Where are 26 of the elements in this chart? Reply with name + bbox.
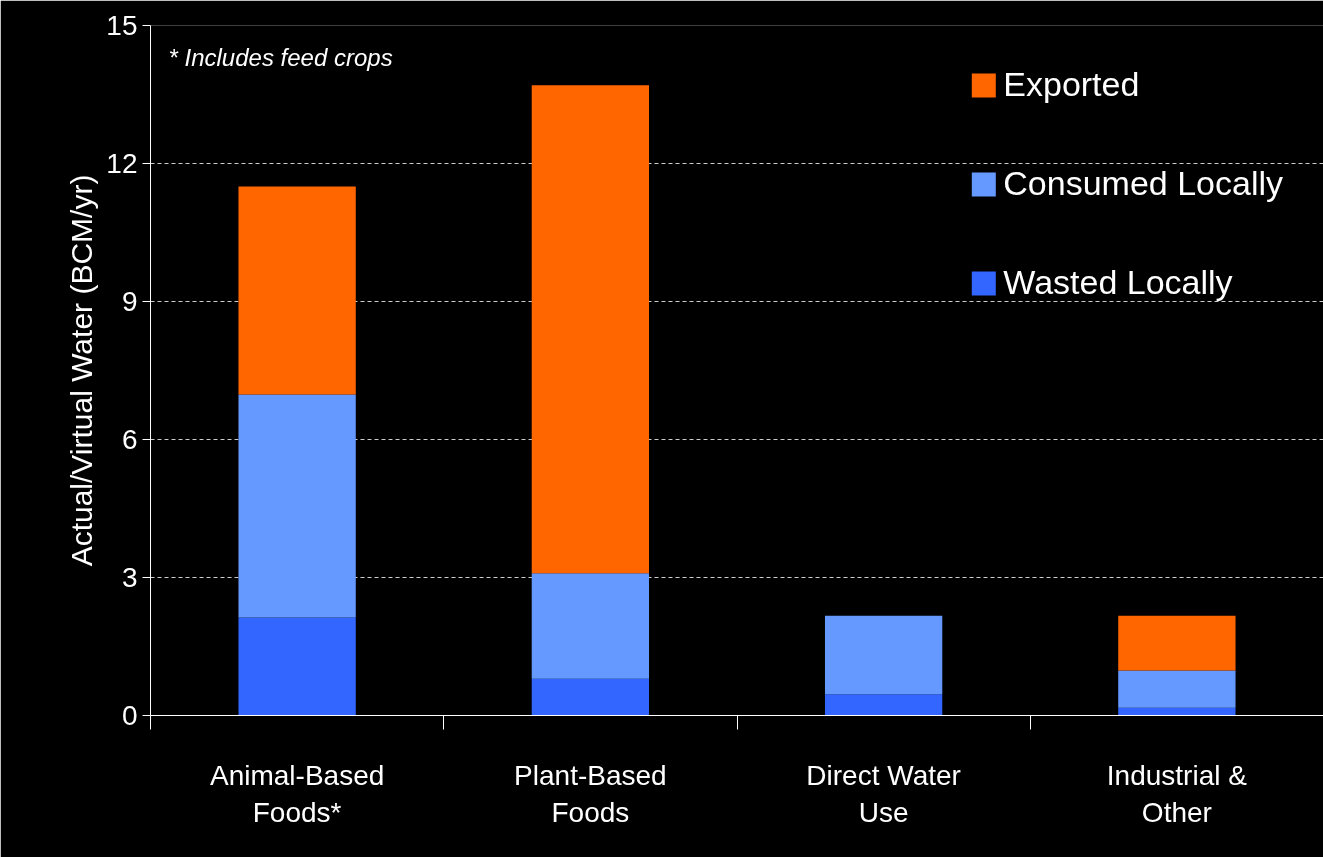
- bar: [1118, 615, 1236, 671]
- bar: [824, 694, 943, 716]
- bar: [1118, 670, 1236, 708]
- y-tick-label: 6: [121, 424, 138, 455]
- bar: [531, 573, 650, 679]
- y-tick-label: 3: [121, 562, 138, 593]
- legend-label: Wasted Locally: [1003, 263, 1233, 302]
- x-tick-label: Industrial & Other: [1106, 759, 1248, 828]
- bar: [238, 186, 356, 395]
- y-tick-label: 0: [121, 700, 138, 731]
- bar: [824, 615, 943, 695]
- bar: [531, 85, 650, 574]
- legend-label: Exported: [1003, 65, 1140, 104]
- bar: [238, 394, 356, 618]
- bar: [238, 617, 356, 716]
- bar: [1118, 707, 1236, 716]
- x-tick-label: Direct Water Use: [806, 759, 961, 828]
- x-tick-label: Plant-Based Foods: [514, 759, 667, 828]
- y-tick-label: 9: [121, 286, 138, 317]
- y-tick-label: 15: [106, 10, 138, 41]
- annotation: * Includes feed crops: [168, 43, 393, 71]
- bar: [531, 678, 650, 716]
- legend-label: Consumed Locally: [1003, 164, 1283, 203]
- x-tick-label: Animal-Based Foods*: [209, 759, 385, 828]
- y-tick-label: 12: [106, 148, 138, 179]
- y-axis-title: Actual/Virtual Water (BCM/yr): [65, 174, 99, 567]
